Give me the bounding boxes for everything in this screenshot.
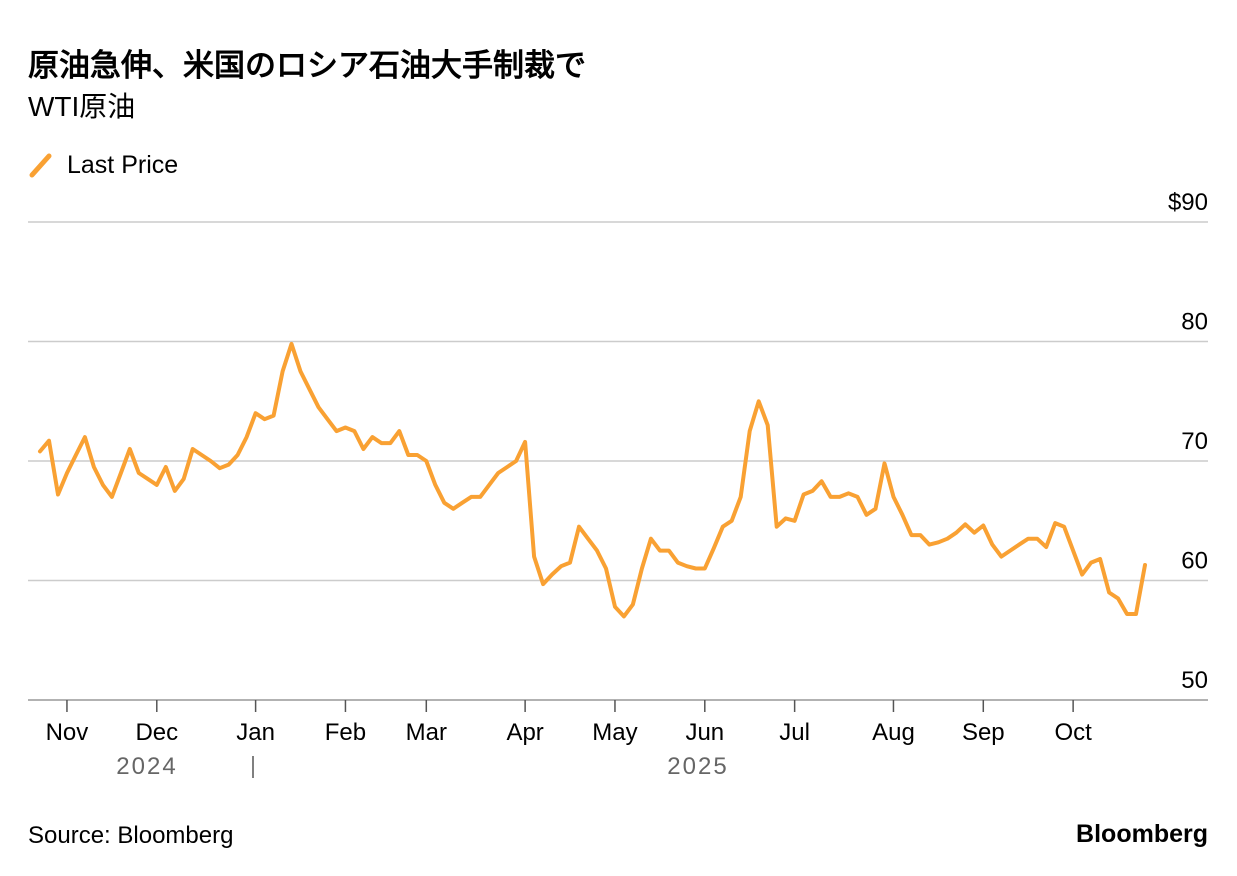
- x-tick-label: May: [592, 719, 637, 746]
- price-line: [38, 341, 1147, 619]
- y-tick-label: $90: [1168, 189, 1208, 216]
- chart-subtitle: WTI原油: [28, 91, 135, 122]
- x-tick-label: Jun: [685, 719, 724, 746]
- x-tick-label: Sep: [962, 719, 1005, 746]
- brand: Bloomberg: [1076, 820, 1208, 848]
- x-tick-label: Jul: [779, 719, 810, 746]
- x-tick-label: Nov: [46, 719, 89, 746]
- source: Source: Bloomberg: [28, 822, 233, 849]
- x-tick-label: Dec: [135, 719, 178, 746]
- y-tick-label: 70: [1181, 428, 1208, 455]
- x-tick-label: Jan: [236, 719, 275, 746]
- x-tick-label: Apr: [506, 719, 543, 746]
- x-tick-label: Oct: [1054, 719, 1092, 746]
- y-tick-label: 60: [1181, 548, 1208, 575]
- x-tick-label: Aug: [872, 719, 915, 746]
- legend-label: Last Price: [67, 151, 178, 179]
- year-label: 2025: [667, 753, 728, 780]
- x-tick-label: Mar: [406, 719, 447, 746]
- y-tick-label: 50: [1181, 667, 1208, 694]
- y-tick-label: 80: [1181, 309, 1208, 336]
- chart-title: 原油急伸、米国のロシア石油大手制裁で: [28, 48, 586, 83]
- year-label: 2024: [116, 753, 177, 780]
- x-tick-label: Feb: [325, 719, 366, 746]
- legend-icon: [29, 153, 52, 178]
